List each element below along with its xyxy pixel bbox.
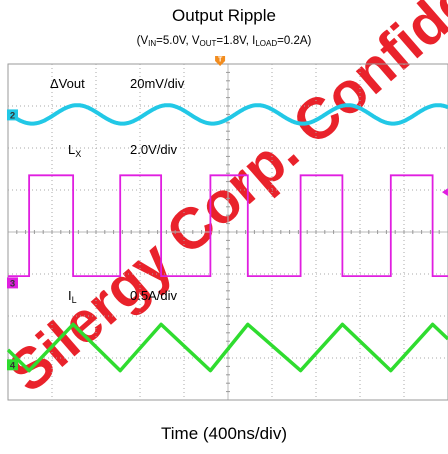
channel-marker-label: 3 xyxy=(10,278,15,289)
channel-marker-label: 2 xyxy=(10,110,15,121)
chart-subtitle: (VIN=5.0V, VOUT=1.8V, ILOAD=0.2A) xyxy=(136,35,312,48)
channel-label: ΔVout xyxy=(50,76,85,91)
channel-scale: 0.5A/div xyxy=(130,288,177,303)
channel-marker-label: 4 xyxy=(10,360,16,371)
trigger-marker-label: T xyxy=(218,57,223,64)
channel-marker-3 xyxy=(7,277,18,289)
channel-label: LX xyxy=(68,142,81,159)
trace-vout-ripple xyxy=(6,103,448,126)
trigger-marker-icon xyxy=(215,56,226,66)
channel-marker-4 xyxy=(7,359,18,371)
trace-lx-switch-node xyxy=(8,174,448,277)
trace-il-inductor-current xyxy=(6,322,448,373)
channel-label: IL xyxy=(68,288,77,305)
channel-scale: 2.0V/div xyxy=(130,142,177,157)
channel-scale: 20mV/div xyxy=(130,76,185,91)
channel-marker-2 xyxy=(7,109,18,121)
chart-title: Output Ripple xyxy=(172,6,276,25)
position-indicator-icon xyxy=(442,188,448,197)
x-axis-label: Time (400ns/div) xyxy=(161,424,287,443)
